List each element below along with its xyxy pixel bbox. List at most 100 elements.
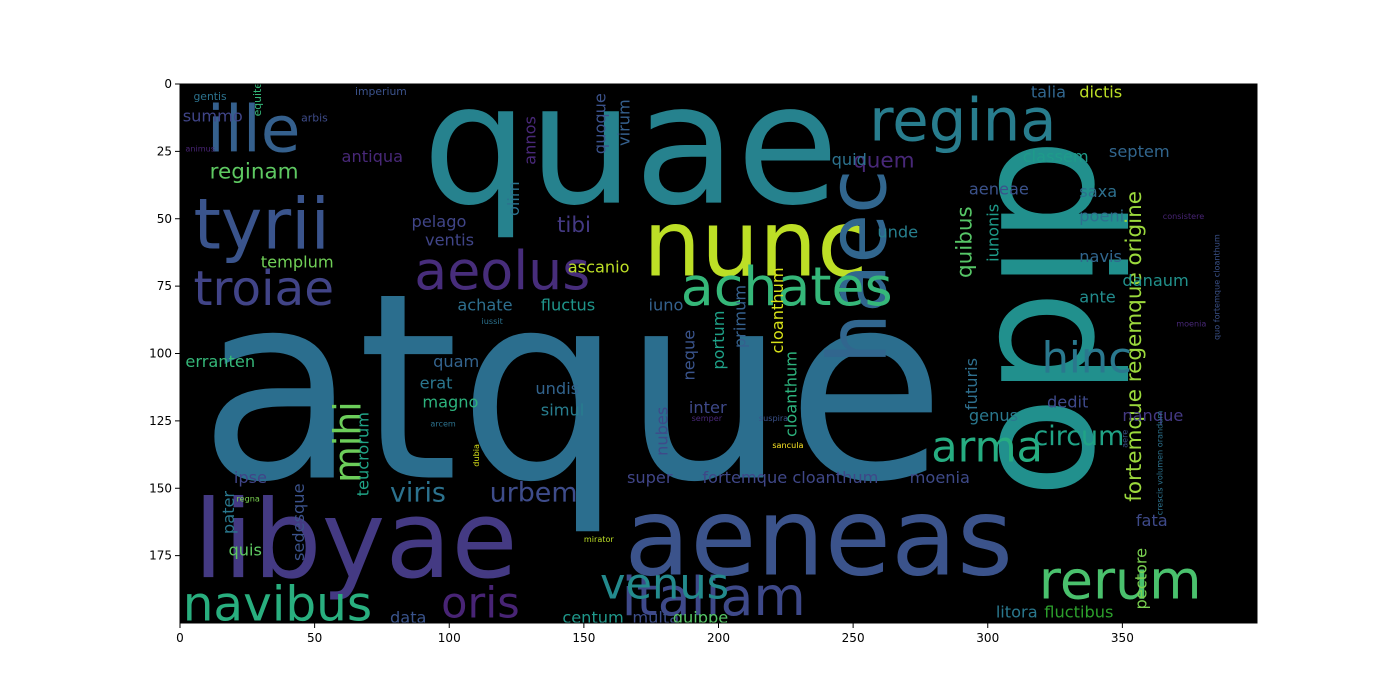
- y-tick-label: 75: [157, 279, 172, 293]
- word-achates: achates: [681, 255, 893, 318]
- word-pater: pater: [219, 491, 238, 535]
- word-quam: quam: [433, 352, 479, 371]
- word-olim: olim: [504, 181, 523, 216]
- word-fortemque-regemque-origine: fortemque regemque origine: [1122, 191, 1147, 502]
- word-genus: genus: [969, 406, 1018, 425]
- word-arcem: arcem: [430, 418, 456, 428]
- word-fortemque-cloanthum: fortemque cloanthum: [702, 468, 878, 487]
- word-ipse: ipse: [234, 468, 267, 487]
- y-tick-label: 125: [149, 414, 172, 428]
- word-tibi: tibi: [557, 213, 591, 238]
- word-navibus: navibus: [183, 576, 372, 632]
- word-mirator: mirator: [584, 534, 615, 544]
- word-rerum: rerum: [1039, 549, 1202, 612]
- word-moenia: moenia: [910, 468, 970, 487]
- word-sedesque: sedesque: [289, 483, 308, 561]
- word-teucrorum: teucrorum: [353, 412, 372, 496]
- word-litora: litora: [996, 603, 1038, 622]
- word-quid: quid: [832, 150, 867, 169]
- x-tick-label: 350: [1111, 631, 1134, 645]
- y-tick-label: 100: [149, 347, 172, 361]
- word-nunc: nunc: [643, 190, 867, 297]
- word-dictis: dictis: [1079, 82, 1122, 101]
- x-tick-label: 300: [976, 631, 999, 645]
- word-dubia: dubia: [471, 444, 481, 467]
- word-aere: aere: [1120, 430, 1130, 448]
- word-futuris: futuris: [962, 358, 981, 410]
- word-iunonis: iunonis: [984, 204, 1003, 262]
- word-quae: quae: [422, 49, 839, 243]
- word-crescis-volumen-orandum: crescis volumen orandum: [1155, 411, 1165, 516]
- word-imperium: imperium: [355, 85, 407, 98]
- word-ille: ille: [207, 92, 301, 167]
- word-ascanio: ascanio: [568, 258, 630, 277]
- word-animus: animus: [185, 143, 215, 153]
- x-tick-label: 150: [572, 631, 595, 645]
- y-tick-label: 0: [164, 77, 172, 91]
- word-super: super: [627, 468, 673, 487]
- x-tick-label: 200: [707, 631, 730, 645]
- word-regina: regina: [869, 86, 1056, 155]
- word-haec: haec: [811, 169, 905, 364]
- word-hinc: hinc: [1042, 333, 1132, 383]
- word-quis: quis: [228, 541, 261, 560]
- word-quibus: quibus: [953, 206, 978, 278]
- word-navis: navis: [1079, 247, 1122, 266]
- word-aeneas: aeneas: [624, 475, 1013, 600]
- word-dido: dido: [961, 138, 1155, 498]
- word-simul: simul: [541, 400, 584, 419]
- word-arbis: arbis: [301, 112, 328, 125]
- x-tick-label: 100: [438, 631, 461, 645]
- word-circum: circum: [1034, 421, 1125, 452]
- word-dedit: dedit: [1047, 392, 1088, 411]
- word-arma: arma: [931, 422, 1043, 472]
- y-axis: 0 25 50 75 100 125 150 175: [149, 77, 180, 563]
- word-antiqua: antiqua: [342, 147, 403, 166]
- word-cloanthum: cloanthum: [782, 351, 801, 437]
- word-gentis: gentis: [193, 90, 227, 103]
- word-ventis: ventis: [425, 231, 474, 250]
- word-templum: templum: [261, 252, 334, 271]
- word-summo: summo: [183, 107, 243, 126]
- x-axis: 0 50 100 150 200 250 300 350: [176, 623, 1134, 645]
- word-tyrii: tyrii: [193, 183, 330, 265]
- word-centum: centum: [562, 608, 624, 627]
- word-poeni: poeni: [1079, 206, 1124, 225]
- word-iussit: iussit: [482, 316, 503, 326]
- word-virum: virum: [615, 99, 634, 146]
- word-consistere: consistere: [1163, 211, 1205, 221]
- word-septem: septem: [1109, 142, 1170, 161]
- word-semper: semper: [692, 413, 723, 423]
- y-tick-label: 150: [149, 481, 172, 495]
- word-oris: oris: [441, 579, 520, 629]
- plot-background: [180, 84, 1257, 623]
- word-nubes: nubes: [652, 407, 671, 456]
- word-talia: talia: [1031, 82, 1066, 101]
- word-mihi: mihi: [325, 401, 369, 483]
- word-nanque: nanque: [1122, 406, 1183, 425]
- word-danaum: danaum: [1122, 271, 1188, 290]
- word-iuno: iuno: [648, 295, 683, 314]
- word-ante: ante: [1079, 287, 1116, 306]
- word-inter: inter: [689, 398, 727, 417]
- word-undis: undis: [535, 379, 579, 398]
- word-achate: achate: [457, 295, 512, 314]
- word-sancula: sancula: [772, 440, 803, 450]
- word-quippe: quippe: [673, 608, 729, 627]
- word-primum: primum: [730, 285, 749, 348]
- word-libyae: libyae: [193, 478, 517, 603]
- word-erat: erat: [420, 374, 453, 393]
- word-magno: magno: [422, 392, 478, 411]
- word-quem: quem: [853, 149, 914, 174]
- word-aeneae: aeneae: [969, 179, 1029, 198]
- x-tick-label: 50: [307, 631, 322, 645]
- word-multa: multa: [632, 608, 679, 627]
- word-erranten: erranten: [185, 352, 255, 371]
- word-pectore: pectore: [1132, 548, 1151, 610]
- word-unde: unde: [877, 223, 918, 242]
- word-urbem: urbem: [490, 478, 578, 509]
- word-troiae: troiae: [193, 261, 334, 317]
- word-portum: portum: [709, 310, 728, 369]
